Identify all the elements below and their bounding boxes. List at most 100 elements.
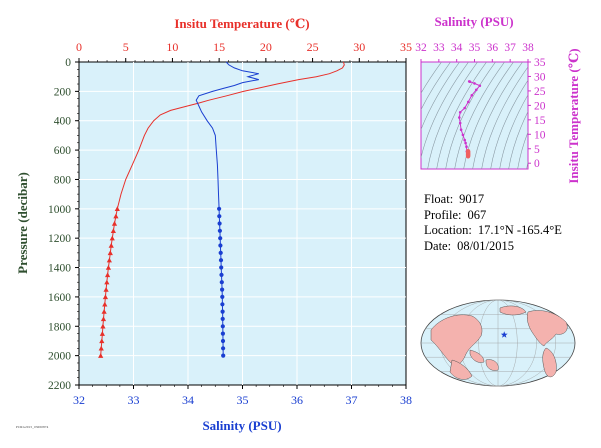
ts-temperature-tick-label: 25 — [534, 86, 546, 98]
location-value: 17.1°N -165.4°E — [477, 223, 562, 238]
ts-point — [470, 94, 474, 97]
ts-density-contour — [421, 62, 469, 160]
ts-point — [463, 106, 467, 110]
ts-temperature-tick-label: 10 — [534, 129, 546, 141]
temperature-tick-label: 0 — [76, 40, 82, 54]
temperature-marker — [110, 228, 116, 234]
pressure-tick-label: 1000 — [48, 204, 71, 216]
salinity-marker — [220, 331, 225, 336]
salinity-tick-label: 34 — [182, 393, 194, 407]
ts-axes: 32 33 34 35 36 37 38 0 5 10 15 20 25 30 35 — [415, 42, 546, 170]
ts-density-contour — [499, 94, 528, 169]
pressure-tick-label: 1600 — [48, 292, 71, 304]
temperature-marker — [108, 242, 114, 248]
salinity-marker — [220, 294, 225, 299]
ts-salinity-tick-label: 34 — [451, 42, 463, 54]
salinity-marker — [220, 338, 226, 344]
ts-salinity-tick-label: 36 — [487, 42, 499, 54]
float-row: Float: 9017 — [424, 192, 562, 208]
ts-density-contours — [421, 62, 528, 169]
ts-point — [478, 84, 482, 87]
salinity-marker — [218, 250, 223, 255]
salinity-tick-label: 37 — [346, 393, 358, 407]
salinity-marker — [220, 302, 225, 307]
profile-series — [98, 61, 345, 358]
pressure-tick-label: 200 — [54, 86, 72, 98]
temperature-marker — [102, 294, 109, 300]
temperature-marker — [107, 250, 113, 256]
temperature-marker — [109, 235, 115, 241]
temperature-tick-label: 10 — [166, 40, 178, 54]
ts-point — [463, 138, 467, 142]
temperature-marker — [100, 316, 107, 322]
ts-point — [464, 141, 467, 145]
salinity-marker — [217, 206, 222, 211]
float-info-panel: Float: 9017 Profile: 067 Location: 17.1°N -… — [424, 192, 562, 254]
ts-point — [461, 133, 465, 137]
salinity-marker — [220, 287, 225, 292]
temperature-marker — [98, 345, 104, 351]
temperature-marker — [114, 206, 120, 212]
footer-code: PCRG2015_03000874 — [16, 425, 49, 429]
salinity-marker — [221, 346, 226, 351]
salinity-marker — [221, 353, 226, 358]
ts-density-contour — [517, 131, 528, 169]
salinity-marker — [217, 228, 222, 233]
ts-point — [465, 145, 468, 148]
pressure-tick-label: 800 — [54, 174, 72, 186]
date-row: Date: 08/01/2015 — [424, 239, 562, 255]
ts-density-contour — [421, 62, 442, 94]
pressure-tick-label: 400 — [54, 116, 72, 128]
profile-value: 067 — [467, 207, 487, 222]
pressure-tick-label: 1400 — [48, 263, 71, 275]
date-label: Date: — [424, 238, 452, 253]
float-location-marker — [500, 331, 508, 338]
temperature-tick-label: 30 — [353, 40, 365, 54]
pressure-tick-label: 1800 — [48, 321, 71, 333]
profile-row: Profile: 067 — [424, 208, 562, 224]
ts-point — [458, 116, 461, 119]
profile-axes: 0200400600800100012001400160018002000220… — [48, 40, 412, 407]
salinity-marker — [217, 221, 222, 226]
pressure-tick-label: 1200 — [48, 233, 71, 245]
date-value: 08/01/2015 — [457, 238, 515, 253]
temperature-marker — [103, 286, 109, 292]
ts-salinity-tick-label: 37 — [504, 42, 516, 54]
ts-point — [467, 100, 470, 104]
salinity-tick-label: 33 — [128, 393, 140, 407]
ts-salinity-tick-label: 32 — [415, 42, 427, 54]
salinity-marker — [218, 243, 223, 248]
ts-temperature-tick-label: 15 — [534, 115, 546, 127]
location-row: Location: 17.1°N -165.4°E — [424, 223, 562, 239]
temperature-marker — [111, 220, 118, 226]
temperature-marker — [101, 308, 107, 314]
temperature-marker — [99, 331, 105, 336]
ts-point — [459, 128, 463, 131]
ts-salinity-tick-label: 35 — [469, 42, 481, 54]
salinity-tick-label: 32 — [73, 393, 85, 407]
salinity-marker — [220, 316, 225, 321]
temperature-marker — [104, 279, 110, 285]
temperature-marker — [98, 353, 104, 358]
temperature-tick-label: 20 — [260, 40, 272, 54]
location-label: Location: — [424, 223, 472, 238]
ts-salinity-tick-label: 33 — [433, 42, 445, 54]
temperature-tick-label: 5 — [123, 40, 129, 54]
salinity-marker — [218, 236, 223, 241]
pressure-tick-label: 0 — [65, 57, 71, 69]
float-label: Float: — [424, 192, 454, 206]
temperature-marker — [100, 323, 106, 329]
temperature-tick-label: 35 — [400, 40, 412, 54]
temperature-marker — [104, 272, 111, 278]
salinity-marker — [219, 272, 224, 277]
salinity-marker — [220, 309, 225, 314]
ts-series — [458, 80, 482, 159]
profile-grid — [79, 62, 406, 385]
salinity-tick-label: 36 — [291, 393, 303, 407]
pressure-tick-label: 2200 — [48, 380, 71, 392]
ts-temperature-tick-label: 0 — [534, 158, 540, 170]
salinity-marker — [218, 258, 224, 263]
pressure-axis-title: Pressure (decibar) — [15, 172, 30, 274]
profile-label: Profile: — [424, 207, 462, 222]
